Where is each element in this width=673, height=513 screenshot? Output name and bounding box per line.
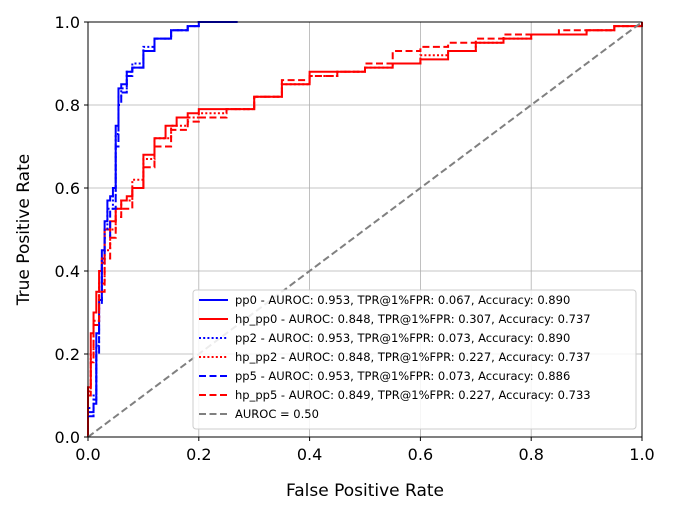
grid [87, 21, 643, 438]
y-tick-label: 1.0 [55, 13, 80, 32]
legend-label: hp_pp0 - AUROC: 0.848, TPR@1%FPR: 0.307,… [235, 312, 591, 326]
y-tick-label: 0.4 [55, 262, 80, 281]
x-tick-label: 0.4 [297, 445, 322, 464]
x-axis-label: False Positive Rate [286, 481, 444, 501]
roc-curves [87, 21, 643, 438]
x-tick-label: 1.0 [629, 445, 654, 464]
y-tick-label: 0.2 [55, 345, 80, 364]
x-tick-label: 0.8 [518, 445, 543, 464]
series-line-5 [87, 22, 643, 437]
legend-label: hp_pp2 - AUROC: 0.848, TPR@1%FPR: 0.227,… [235, 350, 591, 364]
series-line-4 [87, 21, 238, 437]
legend-label: pp5 - AUROC: 0.953, TPR@1%FPR: 0.073, Ac… [235, 369, 570, 383]
legend-box [192, 289, 637, 430]
y-tick-label: 0.8 [55, 96, 80, 115]
x-tick-label: 0.0 [75, 445, 100, 464]
y-axis-ticks: 0.0 0.2 0.4 0.6 0.8 1.0 [55, 13, 88, 447]
legend-label: pp0 - AUROC: 0.953, TPR@1%FPR: 0.067, Ac… [235, 293, 570, 307]
y-tick-label: 0.0 [55, 428, 80, 447]
plot-frame [87, 21, 643, 438]
legend: pp0 - AUROC: 0.953, TPR@1%FPR: 0.067, Ac… [192, 289, 637, 430]
legend-label: pp2 - AUROC: 0.953, TPR@1%FPR: 0.073, Ac… [235, 331, 570, 345]
x-tick-label: 0.6 [408, 445, 433, 464]
y-axis-label: True Positive Rate [14, 154, 34, 306]
x-axis-ticks: 0.0 0.2 0.4 0.6 0.8 1.0 [75, 437, 655, 464]
legend-label: hp_pp5 - AUROC: 0.849, TPR@1%FPR: 0.227,… [235, 388, 591, 402]
x-tick-label: 0.2 [186, 445, 211, 464]
y-tick-label: 0.6 [55, 179, 80, 198]
series-line-2 [87, 21, 238, 437]
legend-label: AUROC = 0.50 [235, 407, 319, 421]
